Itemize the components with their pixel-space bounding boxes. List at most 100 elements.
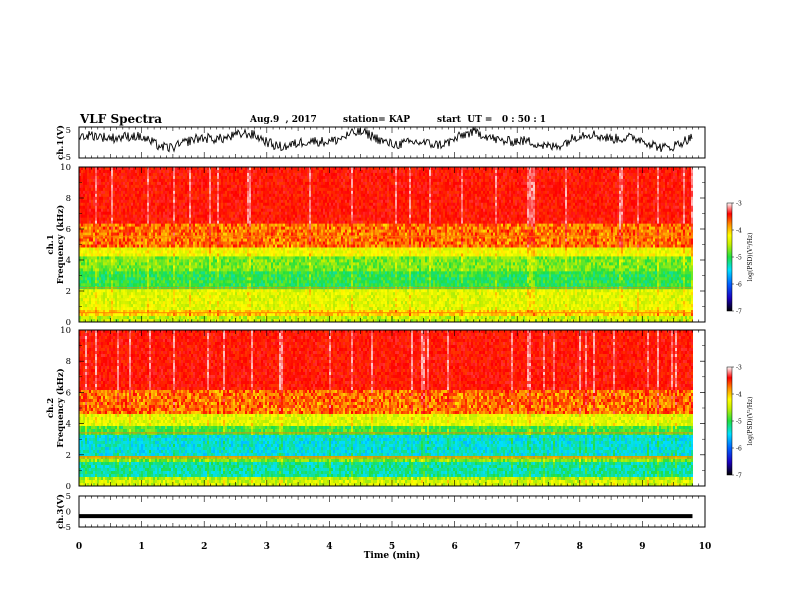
- ch1-spectrogram-cell: [117, 221, 119, 224]
- ch1-spectrogram-cell: [103, 301, 105, 304]
- ch1-spectrogram-cell: [103, 253, 105, 256]
- ch1-spectrogram-cell: [99, 173, 101, 176]
- ch1-spectrogram-cell: [135, 206, 137, 209]
- ch1-spectrogram-cell: [85, 274, 87, 277]
- ch1-spectrogram-cell: [99, 295, 101, 298]
- ch1-spectrogram-cell: [123, 230, 125, 233]
- ch1-spectrogram-cell: [135, 185, 137, 188]
- ch1-spectrogram-cell: [97, 230, 99, 233]
- ch1-spectrogram-cell: [91, 274, 93, 277]
- ch1-spectrogram-cell: [105, 283, 107, 286]
- ch1-spectrogram-cell: [83, 313, 85, 316]
- ch1-spectrogram-cell: [131, 209, 133, 212]
- ch1-spectrogram-cell: [105, 224, 107, 227]
- ch1-spectrogram-cell: [123, 256, 125, 259]
- ch1-spectrogram-cell: [127, 191, 129, 194]
- ch1-spectrogram-cell: [101, 230, 103, 233]
- ch1-spectrogram-cell: [111, 236, 113, 239]
- ch1-spectrogram-cell: [123, 298, 125, 301]
- ch1-spectrogram-cell: [119, 176, 121, 179]
- ch1-spectrogram-cell: [129, 221, 131, 224]
- ch1-spectrogram-cell: [111, 188, 113, 191]
- ch1-spectrogram-cell: [103, 218, 105, 221]
- ch1-spectrogram-cell: [103, 245, 105, 248]
- ch1-spectrogram-cell: [127, 292, 129, 295]
- ch1-spectrogram-cell: [113, 170, 115, 173]
- ch1-spectrogram-cell: [125, 215, 127, 218]
- ch1-spectrogram-cell: [121, 209, 123, 212]
- ch1-spectrogram-cell: [125, 200, 127, 203]
- ch1-spectrogram-cell: [117, 271, 119, 274]
- ch1-spectrogram-cell: [95, 298, 97, 301]
- ch1-spectrogram-cell: [129, 194, 131, 197]
- ch1-spectrogram-cell: [117, 247, 119, 250]
- ch1-spectrogram-cell: [133, 277, 135, 280]
- ch1-spectrogram-cell: [87, 224, 89, 227]
- ch1-spectrogram-cell: [81, 292, 83, 295]
- ch1-spectrogram-cell: [107, 200, 109, 203]
- ch1-spectrogram-cell: [93, 298, 95, 301]
- ch1-spectrogram-cell: [129, 206, 131, 209]
- ch1-spectrogram-cell: [103, 271, 105, 274]
- ch1-spectrogram-cell: [109, 179, 111, 182]
- ch1-spectrogram-cell: [137, 277, 139, 280]
- ch1-spectrogram-cell: [103, 206, 105, 209]
- ch1-spectrogram-cell: [109, 227, 111, 230]
- ch1-spectrogram-cell: [137, 289, 139, 292]
- ch1-spectrogram-cell: [129, 173, 131, 176]
- ch1-spectrogram: [79, 167, 693, 322]
- ch1-spectrogram-cell: [91, 215, 93, 218]
- ch1-spectrogram-cell: [107, 277, 109, 280]
- ch1-spectrogram-cell: [113, 277, 115, 280]
- ch1-spectrogram-cell: [105, 280, 107, 283]
- ch1-spectrogram-cell: [115, 191, 117, 194]
- ch1-spectrogram-cell: [137, 268, 139, 271]
- ch1-spectrogram-cell: [83, 253, 85, 256]
- ch1-spectrogram-cell: [131, 280, 133, 283]
- ch1-spectrogram-cell: [103, 268, 105, 271]
- ch1-spectrogram-cell: [121, 194, 123, 197]
- ch1-spectrogram-cell: [105, 242, 107, 245]
- ch1-spectrogram-cell: [117, 262, 119, 265]
- ch1-spectrogram-cell: [109, 274, 111, 277]
- ch1-spectrogram-cell: [97, 313, 99, 316]
- ch1-spectrogram-cell: [99, 179, 101, 182]
- ch1-spectrogram-cell: [123, 262, 125, 265]
- ch1-spectrogram-cell: [131, 301, 133, 304]
- ch1-spectrogram-cell: [93, 221, 95, 224]
- ch1-spectrogram-cell: [109, 182, 111, 185]
- ch1-spectrogram-cell: [109, 265, 111, 268]
- ch1-spectrogram-cell: [113, 179, 115, 182]
- ch1-spectrogram-cell: [101, 191, 103, 194]
- ch1-spectrogram-cell: [89, 224, 91, 227]
- ch1-spectrogram-cell: [103, 304, 105, 307]
- ch1-spectrogram-cell: [99, 280, 101, 283]
- ch1-spectrogram-cell: [111, 256, 113, 259]
- ch1-spectrogram-cell: [85, 233, 87, 236]
- ch1-spectrogram-cell: [121, 253, 123, 256]
- ch1-spectrogram-cell: [97, 295, 99, 298]
- ch1-spectrogram-cell: [97, 176, 99, 179]
- ch1-spectrogram-cell: [93, 224, 95, 227]
- ch1-spectrogram-cell: [91, 250, 93, 253]
- ch1-spectrogram-cell: [133, 212, 135, 215]
- ch1-spectrogram-cell: [85, 262, 87, 265]
- ch1-spectrogram-cell: [131, 215, 133, 218]
- ch1-spectrogram-cell: [89, 218, 91, 221]
- ch1-spectrogram-cell: [117, 218, 119, 221]
- ch1-spectrogram-cell: [129, 253, 131, 256]
- ch1-spectrogram-cell: [81, 179, 83, 182]
- ch1-spectrogram-cell: [93, 256, 95, 259]
- ch1-spectrogram-cell: [125, 289, 127, 292]
- ch1-spectrogram-cell: [95, 301, 97, 304]
- ch1-spectrogram-cell: [119, 313, 121, 316]
- ch1-spectrogram-cell: [87, 182, 89, 185]
- ch1-spectrogram-cell: [89, 191, 91, 194]
- ch1-spectrogram-cell: [123, 170, 125, 173]
- ch1-spectrogram-cell: [95, 295, 97, 298]
- ch1-spectrogram-cell: [125, 250, 127, 253]
- ch1-spectrogram-cell: [101, 283, 103, 286]
- ch1-spectrogram-cell: [91, 239, 93, 242]
- ch1-spectrogram-cell: [101, 215, 103, 218]
- ch1-spectrogram-cell: [137, 224, 139, 227]
